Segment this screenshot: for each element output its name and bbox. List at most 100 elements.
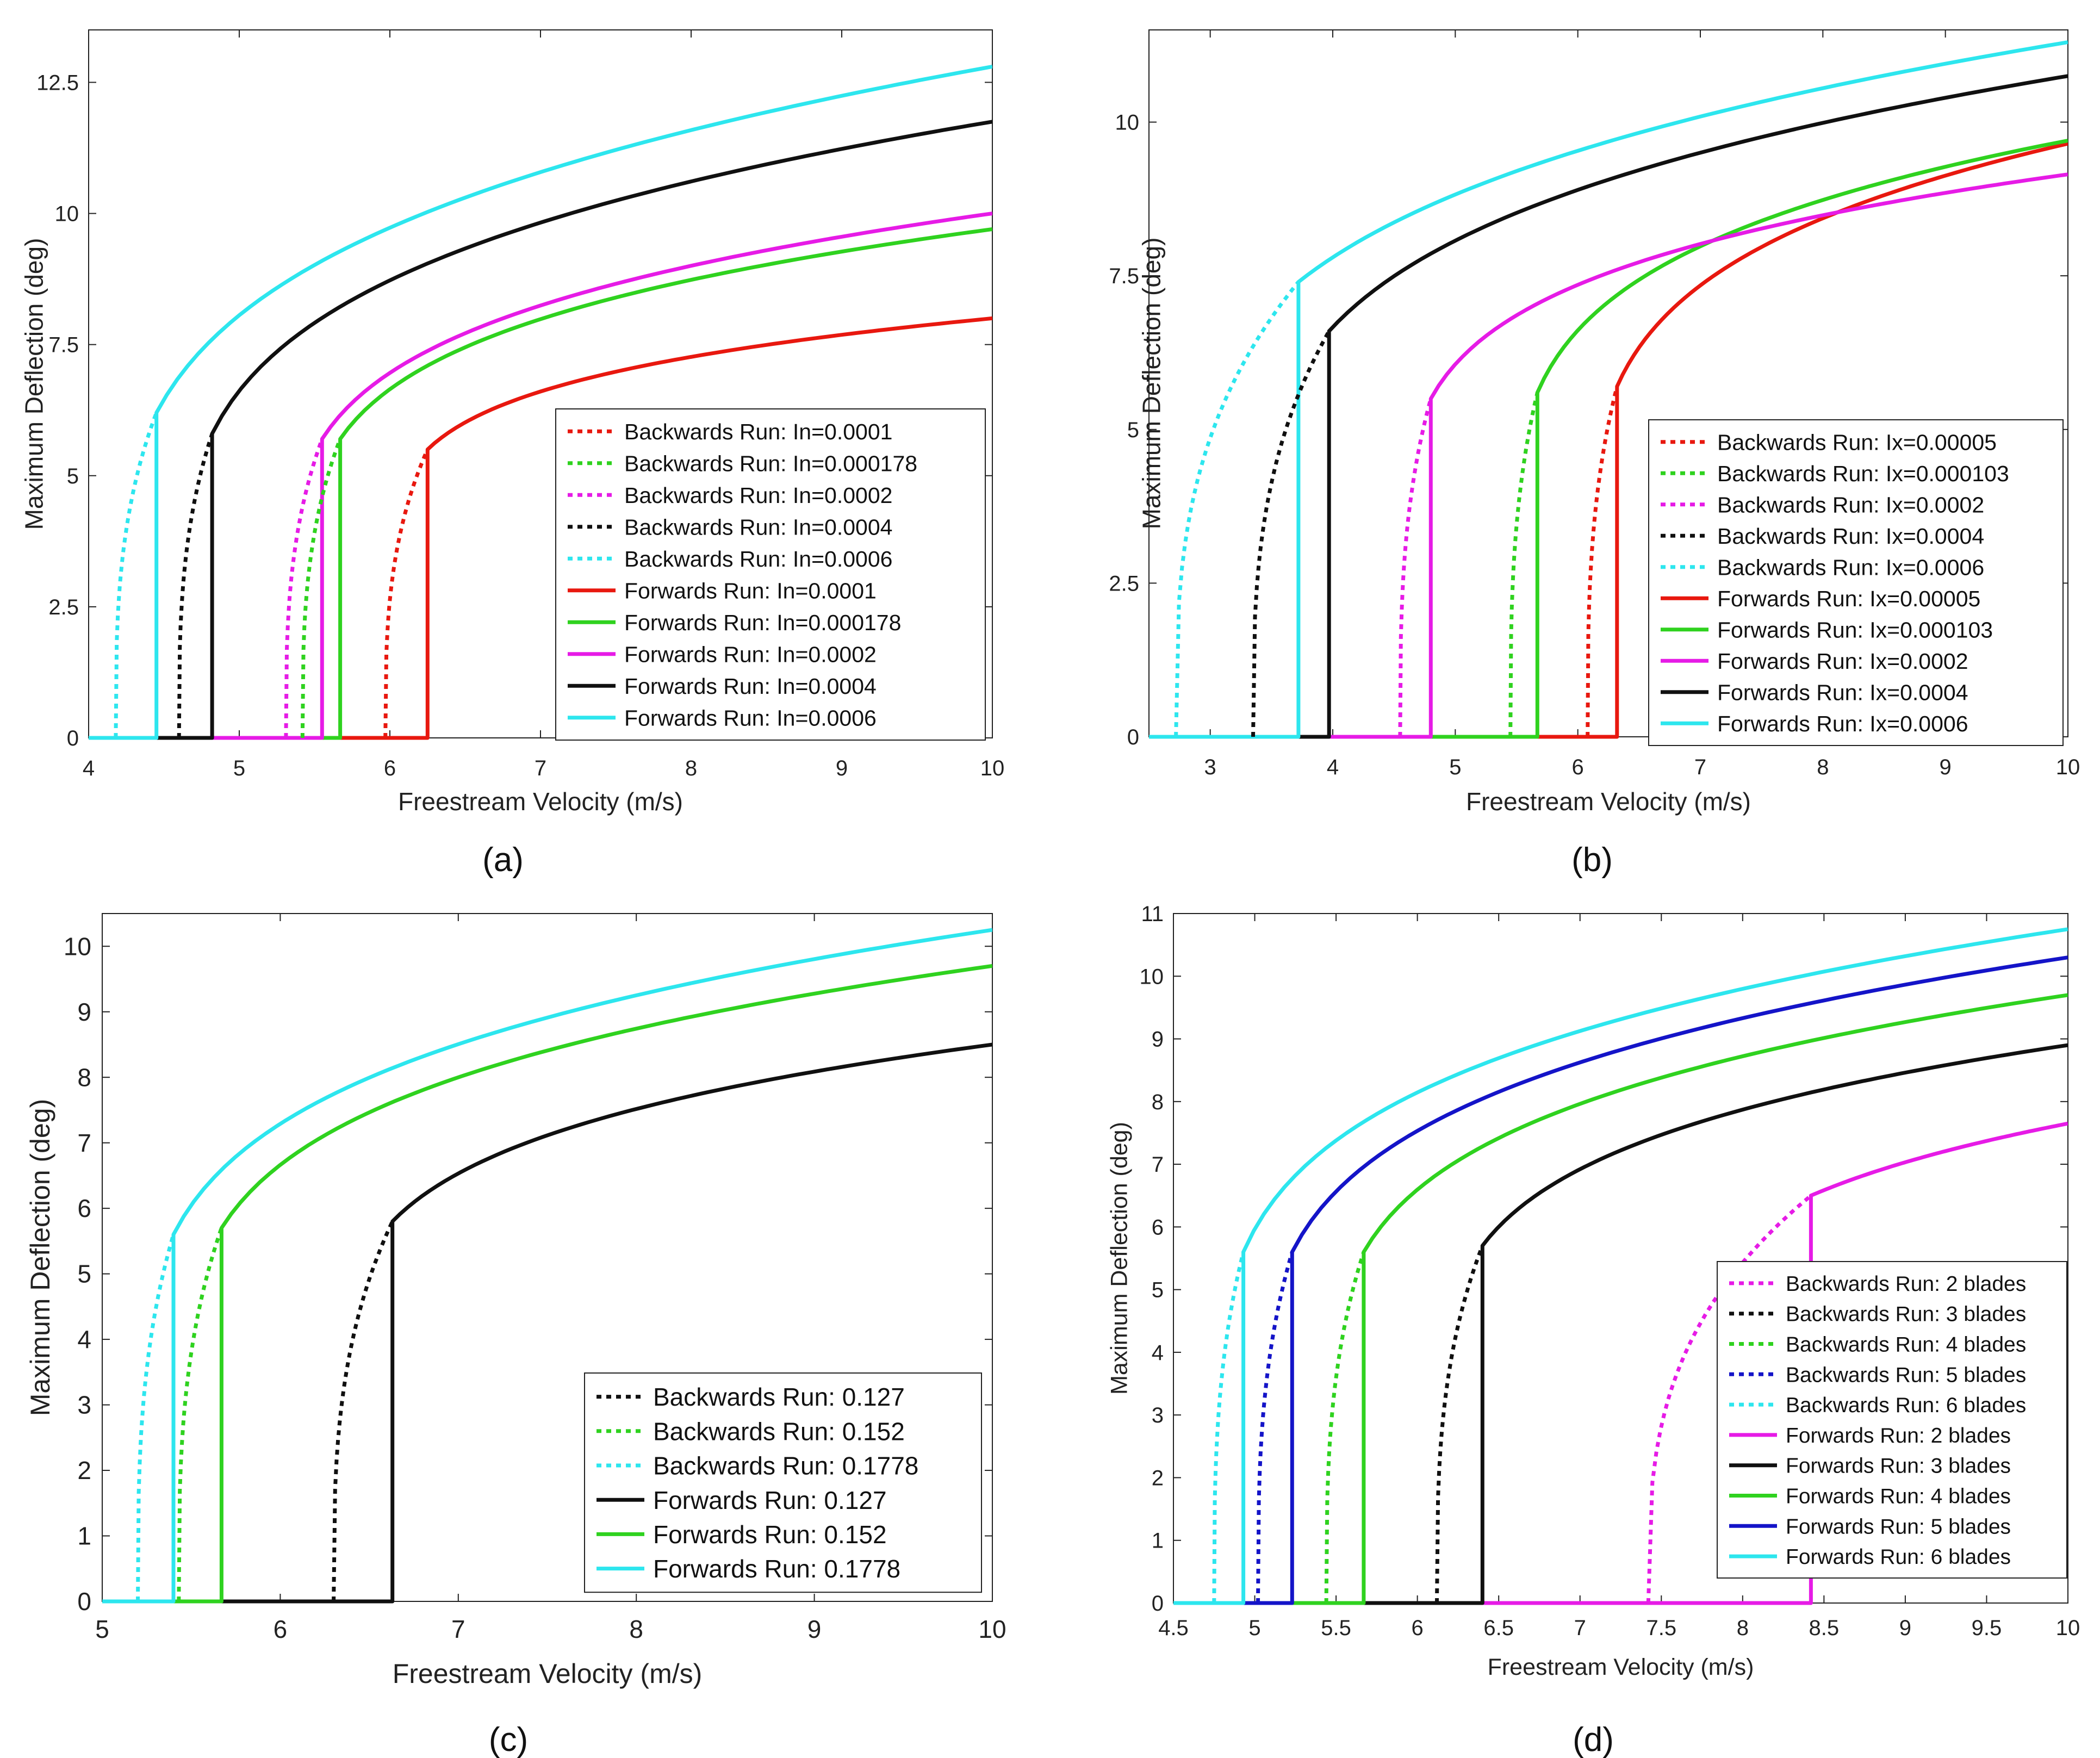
- y-tick-label: 5: [77, 1260, 91, 1288]
- legend-entry: Forwards Run: Ix=0.00005: [1717, 586, 1980, 611]
- x-axis-label: Freestream Velocity (m/s): [1466, 787, 1751, 816]
- x-tick-label: 5.5: [1321, 1616, 1351, 1640]
- y-tick-label: 10: [55, 202, 79, 226]
- forward-curve: [89, 212, 992, 740]
- x-tick-label: 6: [384, 756, 396, 780]
- legend-entry: Forwards Run: 4 blades: [1786, 1485, 2011, 1508]
- panel-label: (a): [482, 841, 524, 879]
- backward-curve: [1646, 1194, 1812, 1604]
- y-tick-label: 6: [1152, 1215, 1164, 1239]
- x-tick-label: 7: [535, 756, 546, 780]
- backward-curve: [114, 412, 158, 738]
- x-tick-label: 7: [1694, 755, 1706, 779]
- y-tick-label: 7: [77, 1129, 91, 1157]
- y-tick-label: 7: [1152, 1153, 1164, 1177]
- x-tick-label: 6.5: [1483, 1616, 1514, 1640]
- forward-curve: [102, 964, 992, 1604]
- legend-entry: Forwards Run: In=0.0002: [624, 642, 877, 667]
- panel-label: (c): [489, 1721, 528, 1758]
- legend-entry: Backwards Run: 0.127: [653, 1383, 905, 1411]
- forward-curve: [1173, 993, 2068, 1605]
- y-tick-label: 2.5: [1109, 571, 1139, 595]
- legend-entry: Forwards Run: 6 blades: [1786, 1545, 2011, 1569]
- chart-panel-2: 3 4 5 6 7 8 9 10 0 2.5 5 7.5 10 Freestream Velocity (…: [1109, 29, 2080, 879]
- forward-curve: [102, 928, 992, 1604]
- legend-entry: Forwards Run: In=0.0006: [624, 706, 877, 731]
- x-tick-label: 8: [629, 1615, 643, 1643]
- backward-curve: [1398, 398, 1433, 737]
- backward-curve: [177, 433, 214, 738]
- legend-entry: Forwards Run: Ix=0.0004: [1717, 680, 1968, 705]
- legend-entry: Backwards Run: 0.152: [653, 1417, 905, 1445]
- curves: [102, 928, 992, 1604]
- y-tick-label: 0: [77, 1587, 91, 1616]
- y-tick-label: 11: [1141, 902, 1164, 926]
- backward-curve: [332, 1220, 394, 1602]
- x-tick-label: 5: [95, 1615, 109, 1643]
- legend-entry: Forwards Run: Ix=0.0002: [1717, 649, 1968, 674]
- y-tick-label: 7.5: [48, 333, 79, 357]
- legend-box: [1648, 419, 2064, 746]
- legend-entry: Forwards Run: Ix=0.0006: [1717, 711, 1968, 736]
- legend-entry: Backwards Run: 4 blades: [1786, 1333, 2026, 1357]
- x-tick-label: 7: [1574, 1616, 1586, 1640]
- backward-curve: [177, 1227, 223, 1602]
- forward-curve: [1149, 172, 2068, 739]
- legend-entry: Forwards Run: 3 blades: [1786, 1455, 2011, 1478]
- y-axis-label: Maximum Deflection (deg): [1138, 238, 1166, 530]
- y-tick-label: 10: [1140, 965, 1164, 989]
- legend-entry: Backwards Run: Ix=0.000103: [1717, 461, 2009, 486]
- backward-curve: [1435, 1245, 1484, 1604]
- forward-curve: [1149, 74, 2068, 739]
- y-tick-label: 5: [1152, 1278, 1164, 1302]
- x-tick-label: 10: [980, 756, 1005, 780]
- legend-entry: Backwards Run: In=0.0006: [624, 546, 892, 571]
- forward-curve: [1149, 40, 2068, 739]
- y-tick-label: 4: [77, 1325, 91, 1353]
- x-tick-label: 9.5: [1972, 1616, 2002, 1640]
- x-tick-label: 4.5: [1158, 1616, 1189, 1640]
- forward-curve: [102, 1042, 992, 1604]
- y-tick-label: 2: [77, 1456, 91, 1484]
- x-tick-label: 4: [1327, 755, 1339, 779]
- backward-curve: [300, 438, 342, 738]
- y-tick-label: 9: [77, 998, 91, 1026]
- y-tick-label: 2: [1152, 1466, 1164, 1490]
- y-tick-label: 0: [1127, 725, 1139, 749]
- x-tick-label: 10: [2056, 1616, 2080, 1640]
- x-tick-label: 6: [1572, 755, 1584, 779]
- legend-entry: Backwards Run: In=0.0004: [624, 515, 892, 540]
- forward-curve: [1173, 955, 2068, 1605]
- y-tick-label: 3: [1152, 1403, 1164, 1427]
- legend-box: [584, 1372, 982, 1593]
- y-tick-label: 8: [1152, 1090, 1164, 1114]
- backward-curve: [383, 449, 430, 738]
- y-tick-label: 2.5: [48, 595, 79, 619]
- panel-label: (b): [1571, 841, 1613, 879]
- forward-curve: [1149, 139, 2068, 739]
- y-tick-label: 6: [77, 1194, 91, 1222]
- legend: Backwards Run: Ix=0.00005 Backwards Run: …: [1648, 419, 2064, 746]
- x-axis-label: Freestream Velocity (m/s): [398, 787, 683, 816]
- x-tick-label: 6: [274, 1615, 288, 1643]
- chart-panel-3: 5 6 7 8 9 10 0 1 2 3 4 5 6 7 8 9 10 Freestream Velocity (…: [25, 913, 1006, 1758]
- forward-curve: [89, 316, 992, 740]
- legend-entry: Backwards Run: Ix=0.0006: [1717, 555, 1984, 580]
- legend-entry: Forwards Run: 0.1778: [653, 1555, 900, 1583]
- x-tick-label: 3: [1204, 755, 1216, 779]
- x-tick-label: 9: [807, 1615, 822, 1643]
- y-tick-label: 7.5: [1109, 264, 1139, 288]
- legend: Backwards Run: 0.127 Backwards Run: 0.152…: [584, 1372, 982, 1593]
- backward-curve: [284, 438, 324, 738]
- y-tick-label: 9: [1152, 1028, 1164, 1052]
- y-axis-label: Maximum Deflection (deg): [20, 238, 48, 530]
- legend-entry: Forwards Run: 2 blades: [1786, 1424, 2011, 1448]
- forward-curve: [89, 65, 992, 740]
- y-tick-label: 0: [67, 726, 79, 750]
- legend-entry: Backwards Run: In=0.000178: [624, 451, 917, 476]
- legend: Backwards Run: In=0.0001 Backwards Run: I…: [555, 408, 986, 741]
- legend-entry: Forwards Run: 0.127: [653, 1486, 887, 1514]
- x-tick-label: 5: [233, 756, 245, 780]
- legend-entry: Forwards Run: In=0.000178: [624, 610, 901, 635]
- x-tick-label: 7.5: [1646, 1616, 1676, 1640]
